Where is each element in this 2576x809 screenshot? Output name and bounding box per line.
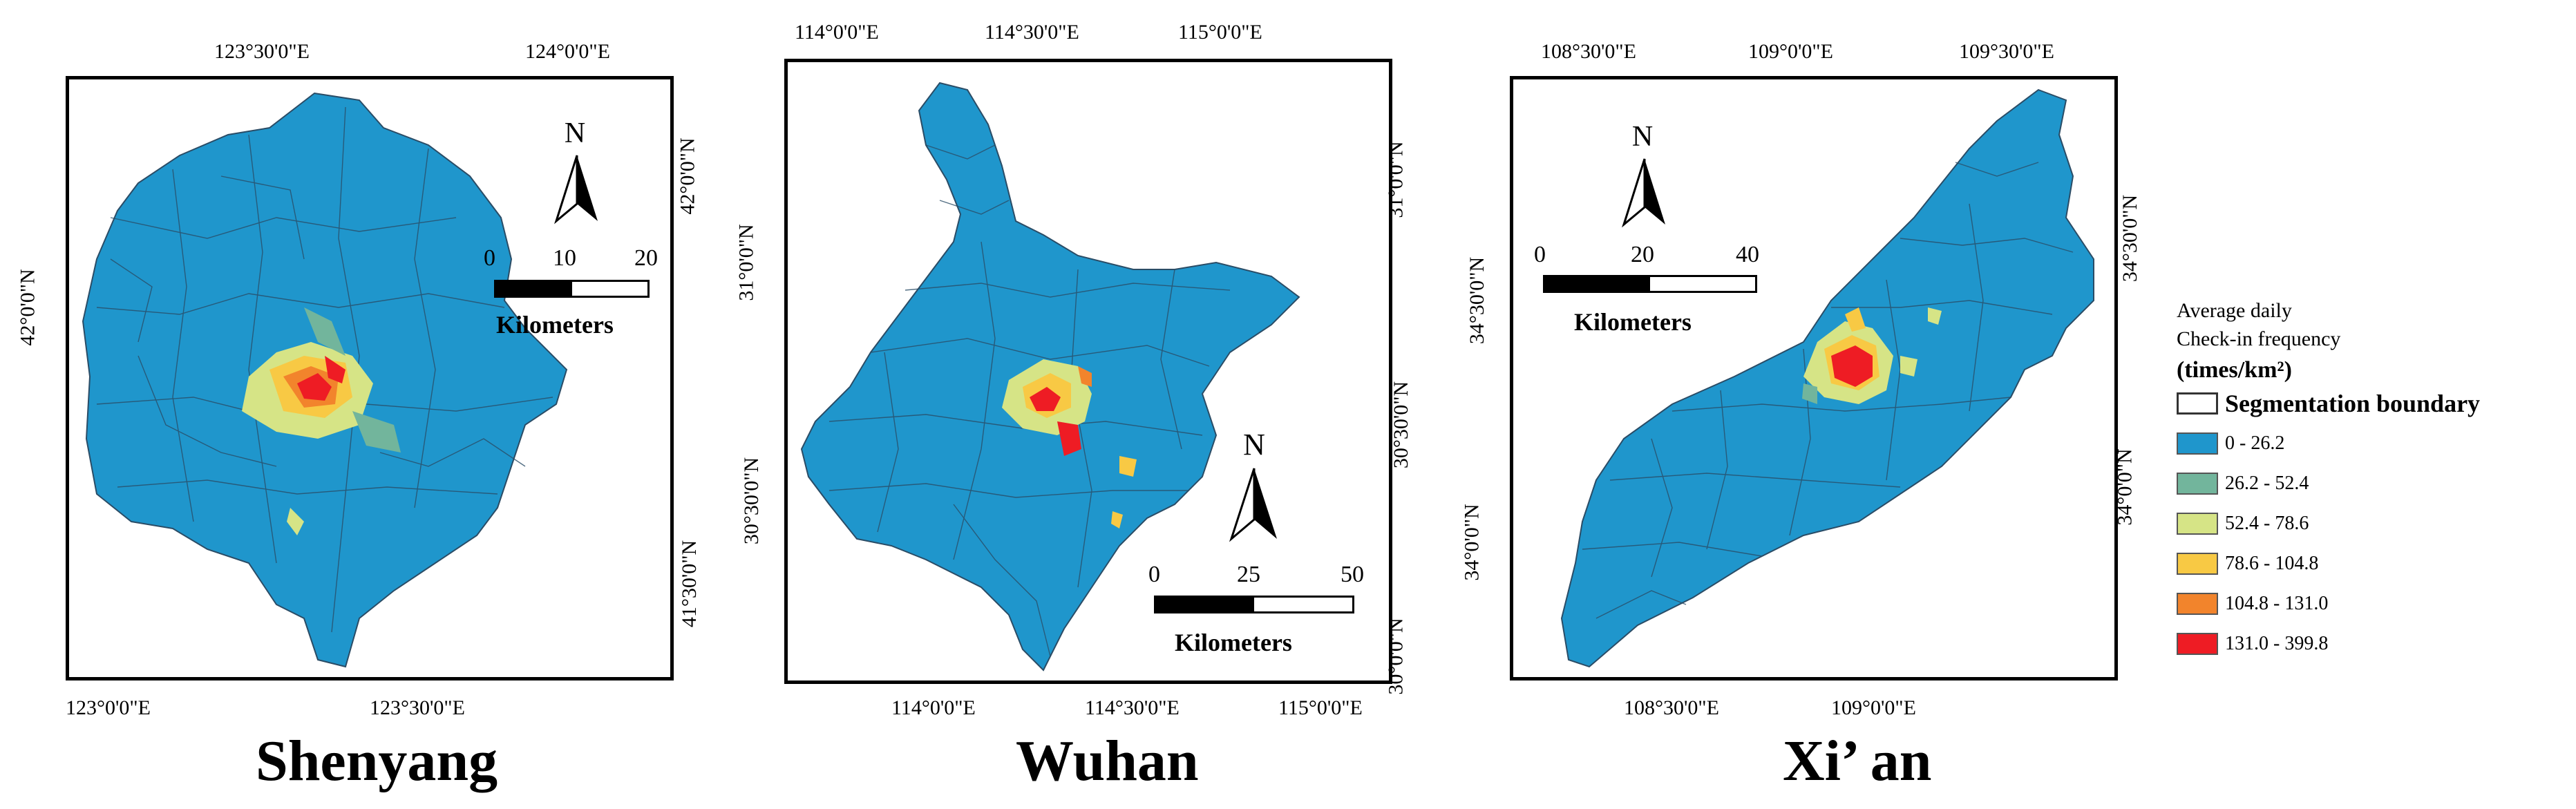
hotspot-xian (1802, 307, 1942, 404)
legend-label: Segmentation boundary (2225, 390, 2481, 417)
legend-item: 26.2 - 52.4 (2177, 464, 2480, 504)
scale-label-0: 0 (484, 245, 495, 271)
legend-item: 0 - 26.2 (2177, 423, 2480, 464)
region-shenyang (82, 92, 568, 668)
scale-label-max: 20 (634, 245, 658, 271)
scale-label-mid: 25 (1237, 562, 1260, 587)
left-tick-2: 30°30'0"N (740, 457, 764, 545)
hotspot-shenyang (242, 307, 401, 535)
legend-swatch (2177, 633, 2218, 655)
map-title-wuhan: Wuhan (1016, 729, 1199, 793)
map-title-xian: Xi’ an (1783, 729, 1932, 793)
bottom-tick-2: 123°30'0"E (370, 696, 465, 719)
right-tick-2: 30°30'0"N (1390, 381, 1413, 469)
legend-title-line2: Check-in frequency (2177, 327, 2341, 350)
scale-bar-wuhan (1154, 596, 1354, 613)
legend-swatch (2177, 473, 2218, 495)
scale-unit: Kilometers (1175, 629, 1292, 656)
bottom-tick-1: 123°0'0"E (66, 696, 151, 719)
left-tick-2: 34°0'0"N (1460, 504, 1484, 581)
hotspot-wuhan (1002, 359, 1137, 529)
legend-label: 0 - 26.2 (2225, 432, 2285, 454)
top-tick-2: 114°30'0"E (985, 21, 1079, 44)
legend-swatch (2177, 432, 2218, 455)
scale-unit: Kilometers (1574, 308, 1692, 336)
legend-label: 52.4 - 78.6 (2225, 513, 2309, 534)
legend-swatch-boundary (2177, 392, 2218, 415)
top-tick-1: 114°0'0"E (795, 21, 879, 44)
legend-label: 131.0 - 399.8 (2225, 633, 2329, 654)
top-tick-1: 108°30'0"E (1541, 40, 1636, 63)
right-tick-1: 42°0'0"N (676, 137, 699, 215)
bottom-tick-3: 115°0'0"E (1278, 696, 1363, 719)
legend-item: 131.0 - 399.8 (2177, 624, 2480, 664)
bottom-tick-2: 109°0'0"E (1831, 696, 1916, 719)
bottom-tick-1: 108°30'0"E (1624, 696, 1719, 719)
legend-item: 52.4 - 78.6 (2177, 504, 2480, 544)
north-arrow-xian: N (1622, 121, 1665, 228)
right-tick-1: 31°0'0"N (1384, 141, 1408, 218)
scale-bar-shenyang (494, 280, 650, 298)
scale-bar-xian (1543, 275, 1757, 293)
north-label: N (1243, 428, 1265, 461)
legend-unit: (times/km²) (2177, 357, 2292, 383)
scale-label-mid: 10 (553, 245, 576, 271)
left-tick-1: 34°30'0"N (1466, 256, 1489, 345)
legend: Average daily Check-in frequency (times/… (2177, 297, 2480, 664)
map-title-shenyang: Shenyang (256, 729, 498, 793)
map-panel-xian[interactable] (1510, 76, 2118, 680)
bottom-tick-1: 114°0'0"E (891, 696, 976, 719)
legend-item-boundary: Segmentation boundary (2177, 383, 2480, 423)
right-tick-1: 34°30'0"N (2119, 194, 2142, 283)
legend-label: 78.6 - 104.8 (2225, 553, 2319, 574)
right-tick-3: 30°0'0"N (1384, 618, 1408, 695)
legend-title-line1: Average daily (2177, 299, 2292, 322)
scale-label-max: 50 (1341, 562, 1364, 587)
region-wuhan (800, 82, 1300, 672)
legend-label: 104.8 - 131.0 (2225, 593, 2329, 614)
right-tick-2: 34°0'0"N (2113, 448, 2137, 526)
top-tick-2: 109°0'0"E (1748, 40, 1833, 63)
scale-label-max: 40 (1736, 242, 1759, 267)
north-label: N (565, 117, 585, 149)
top-tick-1: 123°30'0"E (214, 40, 310, 63)
legend-swatch (2177, 593, 2218, 615)
legend-label: 26.2 - 52.4 (2225, 473, 2309, 494)
top-tick-3: 109°30'0"E (1959, 40, 2054, 63)
top-tick-3: 115°0'0"E (1178, 21, 1262, 44)
region-xian (1560, 88, 2094, 668)
north-label: N (1632, 121, 1653, 153)
scale-label-mid: 20 (1631, 242, 1654, 267)
map-panel-wuhan[interactable] (784, 59, 1392, 684)
bottom-tick-2: 114°30'0"E (1085, 696, 1180, 719)
left-tick-1: 42°0'0"N (16, 269, 39, 346)
north-arrow-shenyang: N (554, 117, 598, 225)
legend-swatch (2177, 553, 2218, 575)
legend-swatch (2177, 513, 2218, 535)
right-tick-2: 41°30'0"N (678, 540, 701, 628)
north-arrow-wuhan: N (1229, 428, 1277, 542)
left-tick-1: 31°0'0"N (735, 224, 758, 301)
legend-item: 78.6 - 104.8 (2177, 544, 2480, 584)
legend-item: 104.8 - 131.0 (2177, 584, 2480, 624)
scale-label-0: 0 (1534, 242, 1546, 267)
scale-label-0: 0 (1148, 562, 1160, 587)
top-tick-2: 124°0'0"E (525, 40, 610, 63)
scale-unit: Kilometers (496, 311, 614, 339)
